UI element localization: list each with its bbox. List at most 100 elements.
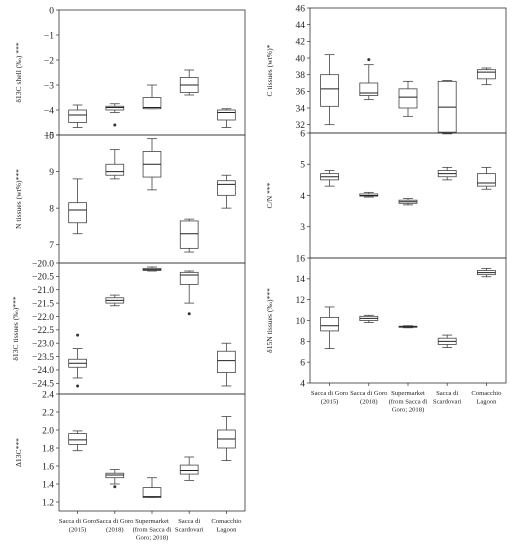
box-iqr <box>68 433 87 445</box>
box-4 <box>437 80 457 135</box>
box-iqr <box>217 350 236 374</box>
y-tick-label: −24.5 <box>32 380 54 390</box>
y-tick-label: −1 <box>44 31 54 41</box>
y-tick-label: −23.0 <box>32 340 54 350</box>
box-2 <box>105 469 125 489</box>
y-axis-title: δ13C shell (‰) *** <box>14 42 23 103</box>
chart-panel-cn: 3 4 5 6 C/N *** <box>265 129 507 259</box>
box-iqr <box>179 220 199 249</box>
box-4 <box>179 270 199 316</box>
y-tick-label: −21.0 <box>32 286 54 296</box>
y-tick-label: 1.8 <box>42 444 54 454</box>
y-tick-label: 44 <box>296 21 306 31</box>
y-tick-label: 1.2 <box>42 498 54 508</box>
box-iqr <box>68 202 87 224</box>
y-tick-label: 6 <box>300 358 305 368</box>
box-iqr <box>217 180 236 196</box>
x-category-label: Goro; 2018) <box>136 535 168 542</box>
y-tick-label: 5 <box>300 161 305 171</box>
x-category-label: Sacca di Goro <box>59 518 97 525</box>
box-5 <box>476 268 496 278</box>
box-iqr <box>476 173 496 187</box>
box-iqr <box>398 88 418 109</box>
y-tick-label: 8 <box>49 204 54 214</box>
box-iqr <box>359 82 379 96</box>
y-tick-label: 10 <box>296 317 306 327</box>
x-category-label: Lagoon <box>216 526 237 533</box>
plot-frame <box>309 257 507 384</box>
x-category-label: Sacca di Goro <box>311 390 349 397</box>
outlier-point <box>113 123 117 127</box>
box-4 <box>437 166 457 181</box>
box-4 <box>179 218 199 253</box>
y-tick-label: 6 <box>300 129 305 139</box>
box-5 <box>217 416 236 462</box>
y-tick-label: 12 <box>296 296 306 306</box>
y-tick-label: −24.0 <box>32 366 54 376</box>
y-tick-label: 38 <box>296 71 306 81</box>
box-iqr <box>105 105 125 111</box>
y-tick-label: 2.4 <box>42 390 54 400</box>
y-tick-label: 3 <box>300 223 305 233</box>
y-tick-label: −3 <box>44 81 54 91</box>
y-tick-label: 42 <box>296 38 306 48</box>
box-iqr <box>179 464 199 475</box>
y-tick-label: 10 <box>45 131 55 141</box>
box-1 <box>68 178 87 235</box>
outlier-point <box>113 485 117 489</box>
y-tick-label: 46 <box>296 4 306 14</box>
box-2 <box>359 191 379 198</box>
plot-frame <box>58 262 246 395</box>
x-category-label: (2015) <box>69 526 87 533</box>
y-tick-label: −20.0 <box>32 259 54 269</box>
y-tick-label: 14 <box>296 275 306 285</box>
box-2 <box>359 314 379 323</box>
y-tick-label: −5 <box>44 131 54 141</box>
x-category-labels-left_x_labels: Sacca di Goro(2015)Sacca di Goro(2018)Su… <box>59 511 242 542</box>
box-2 <box>105 294 125 307</box>
x-category-label: Sacca di <box>178 518 200 525</box>
box-1 <box>320 170 340 187</box>
x-category-label: Sacca di Goro <box>350 390 388 397</box>
box-1 <box>68 430 87 452</box>
box-3 <box>142 477 162 498</box>
chart-panel-d15n_tissues: 4 6 8 10 12 14 16 δ15N tissues (‰)*** <box>265 254 507 389</box>
y-axis-title: Δ13C*** <box>14 438 23 467</box>
x-category-label: (from Sacca di <box>389 398 428 405</box>
y-tick-label: 7 <box>49 241 54 251</box>
box-3 <box>398 198 418 206</box>
y-tick-label: −22.5 <box>32 326 54 336</box>
box-5 <box>217 108 236 128</box>
y-tick-label: −21.5 <box>32 299 54 309</box>
x-category-label: Comacchio <box>471 390 502 397</box>
x-category-labels-right_x_labels: Sacca di Goro(2015)Sacca di Goro(2018)Su… <box>311 383 502 414</box>
y-tick-label: 36 <box>296 88 306 98</box>
x-category-label: Supermarket <box>135 518 169 525</box>
chart-panel-c_tissues: 32 34 36 38 40 42 44 46 C tissues (wt%)* <box>265 4 507 135</box>
box-1 <box>68 333 87 388</box>
y-axis-title: C tissues (wt%)* <box>265 44 274 96</box>
y-tick-label: 1.6 <box>42 462 54 472</box>
box-2 <box>105 149 125 180</box>
x-category-label: (2015) <box>321 398 339 405</box>
y-axis-title: δ13C tissues (‰)*** <box>11 296 20 361</box>
y-tick-label: −22.0 <box>32 313 54 323</box>
y-tick-label: 34 <box>296 104 306 114</box>
y-tick-label: 40 <box>296 54 306 64</box>
box-3 <box>142 84 162 110</box>
y-tick-label: −4 <box>44 106 54 116</box>
y-tick-label: −2 <box>44 56 54 66</box>
box-2 <box>359 58 379 101</box>
x-category-label: Scardovari <box>433 398 462 405</box>
x-category-label: (2018) <box>106 526 124 533</box>
box-2 <box>105 103 125 127</box>
box-iqr <box>68 109 87 123</box>
y-tick-label: 16 <box>296 254 306 264</box>
y-tick-label: 0 <box>49 6 54 16</box>
box-iqr <box>142 97 162 110</box>
box-4 <box>437 334 457 348</box>
y-axis-title: C/N *** <box>265 182 274 208</box>
chart-panel-cap_delta13c: 1.2 1.4 1.6 1.8 2.0 2.2 2.4 Δ13C*** <box>14 390 246 512</box>
box-iqr <box>320 316 340 332</box>
